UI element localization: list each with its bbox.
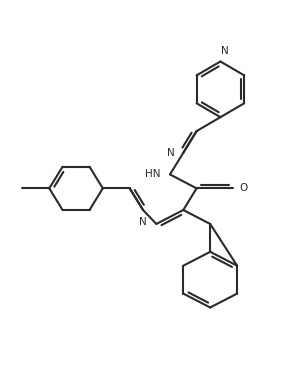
Text: O: O [239,183,247,193]
Text: N: N [139,217,147,227]
Text: N: N [221,46,229,56]
Text: HN: HN [145,169,161,179]
Text: N: N [167,148,175,158]
